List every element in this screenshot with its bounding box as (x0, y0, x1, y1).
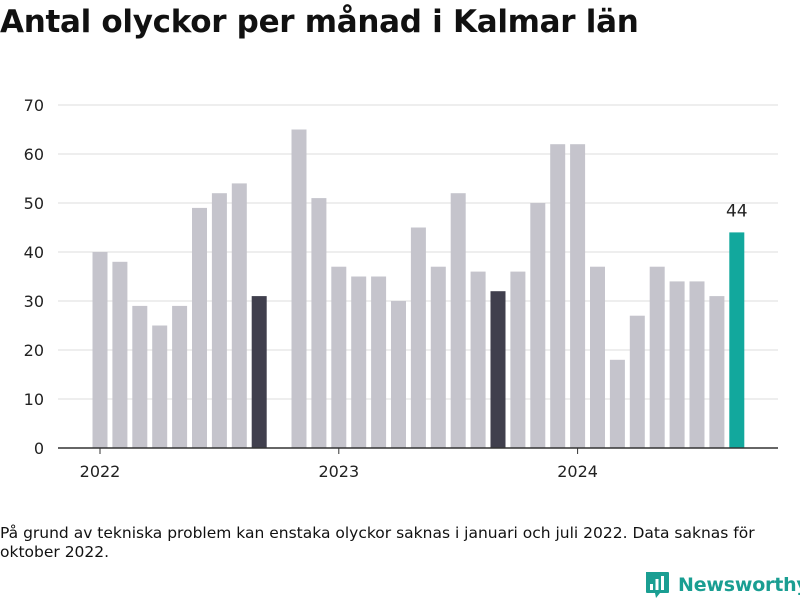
bar-2023-10 (510, 271, 526, 448)
bar-2023-04 (391, 301, 406, 448)
bar-2022-04 (152, 325, 168, 448)
bar-2023-02 (351, 276, 367, 448)
bar-2023-03 (371, 276, 387, 448)
bar-2024-01 (570, 144, 586, 448)
newsworthy-logo: Newsworthy (644, 570, 800, 600)
y-tick-label: 40 (24, 243, 44, 262)
x-tick-label: 2024 (557, 462, 598, 481)
bar-2022-02 (112, 261, 128, 448)
bar-2023-07 (450, 193, 466, 448)
footnote: På grund av tekniska problem kan enstaka… (0, 524, 755, 561)
bar-2022-08 (231, 183, 247, 448)
bar-2022-07 (211, 193, 227, 448)
bar-2022-09 (251, 296, 267, 448)
bar-2023-05 (410, 227, 426, 448)
bar-2022-05 (172, 305, 188, 448)
x-tick-label: 2022 (80, 462, 121, 481)
logo-text: Newsworthy (678, 574, 800, 596)
y-tick-label: 60 (24, 145, 44, 164)
bar-2022-01 (92, 252, 108, 448)
bar-2024-07 (689, 281, 705, 448)
bar-2024-05 (649, 266, 665, 448)
y-tick-label: 0 (34, 439, 44, 458)
bars (92, 129, 745, 448)
x-tick-label: 2023 (318, 462, 359, 481)
bar-2022-06 (192, 207, 207, 448)
bar-2024-03 (609, 359, 625, 448)
bar-2023-09 (490, 291, 506, 448)
bar-2024-04 (629, 315, 645, 448)
y-tick-label: 70 (24, 96, 44, 115)
bar-2024-09 (729, 232, 745, 448)
data-labels: 44 (726, 201, 748, 221)
bar-2023-12 (550, 144, 566, 448)
bar-2022-12 (311, 198, 327, 448)
x-axis: 2022 2023 2024 (58, 447, 778, 481)
bar-2023-08 (470, 271, 486, 448)
bar-2024-08 (709, 296, 725, 448)
y-tick-label: 50 (24, 194, 44, 213)
bar-2022-03 (132, 305, 148, 448)
bar-2023-06 (430, 266, 446, 448)
y-axis-ticks: 0 10 20 30 40 50 60 70 (24, 96, 44, 458)
data-label: 44 (726, 201, 748, 221)
bar-2024-02 (590, 266, 605, 448)
y-tick-label: 30 (24, 292, 44, 311)
bar-2024-06 (669, 281, 685, 448)
y-tick-label: 10 (24, 390, 44, 409)
bar-chart-speech-bubble-icon (646, 572, 669, 598)
bar-2023-01 (331, 266, 347, 448)
y-tick-label: 20 (24, 341, 44, 360)
bar-2022-11 (291, 129, 307, 448)
chart-title: Antal olyckor per månad i Kalmar län (0, 4, 639, 40)
bar-2023-11 (530, 203, 546, 448)
bar-chart: 0 10 20 30 40 50 60 70 2022 2023 2024 44 (24, 96, 778, 481)
